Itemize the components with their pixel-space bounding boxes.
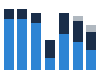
- Bar: [4, 9, 14, 19]
- Bar: [17, 19, 27, 70]
- Bar: [45, 58, 55, 70]
- Bar: [86, 50, 96, 70]
- Bar: [73, 21, 83, 42]
- Bar: [31, 13, 41, 23]
- Bar: [86, 25, 96, 32]
- Bar: [86, 32, 96, 50]
- Bar: [45, 40, 55, 58]
- Bar: [73, 16, 83, 21]
- Bar: [59, 34, 69, 70]
- Bar: [4, 19, 14, 70]
- Bar: [31, 23, 41, 70]
- Bar: [59, 13, 69, 34]
- Bar: [73, 42, 83, 70]
- Bar: [17, 9, 27, 19]
